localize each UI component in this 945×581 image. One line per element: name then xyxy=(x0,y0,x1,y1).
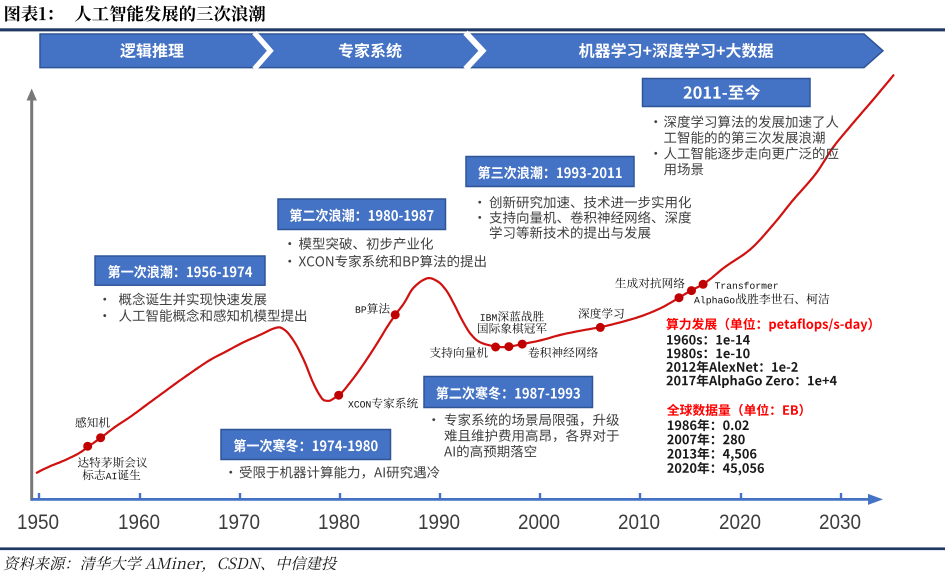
svg-text:1990: 1990 xyxy=(418,510,460,534)
svg-text:1980: 1980 xyxy=(318,510,360,534)
svg-text:2010: 2010 xyxy=(618,510,660,534)
svg-text:2000: 2000 xyxy=(518,510,560,534)
svg-text:2020: 2020 xyxy=(719,510,761,534)
svg-text:1960: 1960 xyxy=(118,510,160,534)
svg-text:2030: 2030 xyxy=(819,510,861,534)
svg-text:1950: 1950 xyxy=(17,510,59,534)
svg-text:1970: 1970 xyxy=(218,510,260,534)
